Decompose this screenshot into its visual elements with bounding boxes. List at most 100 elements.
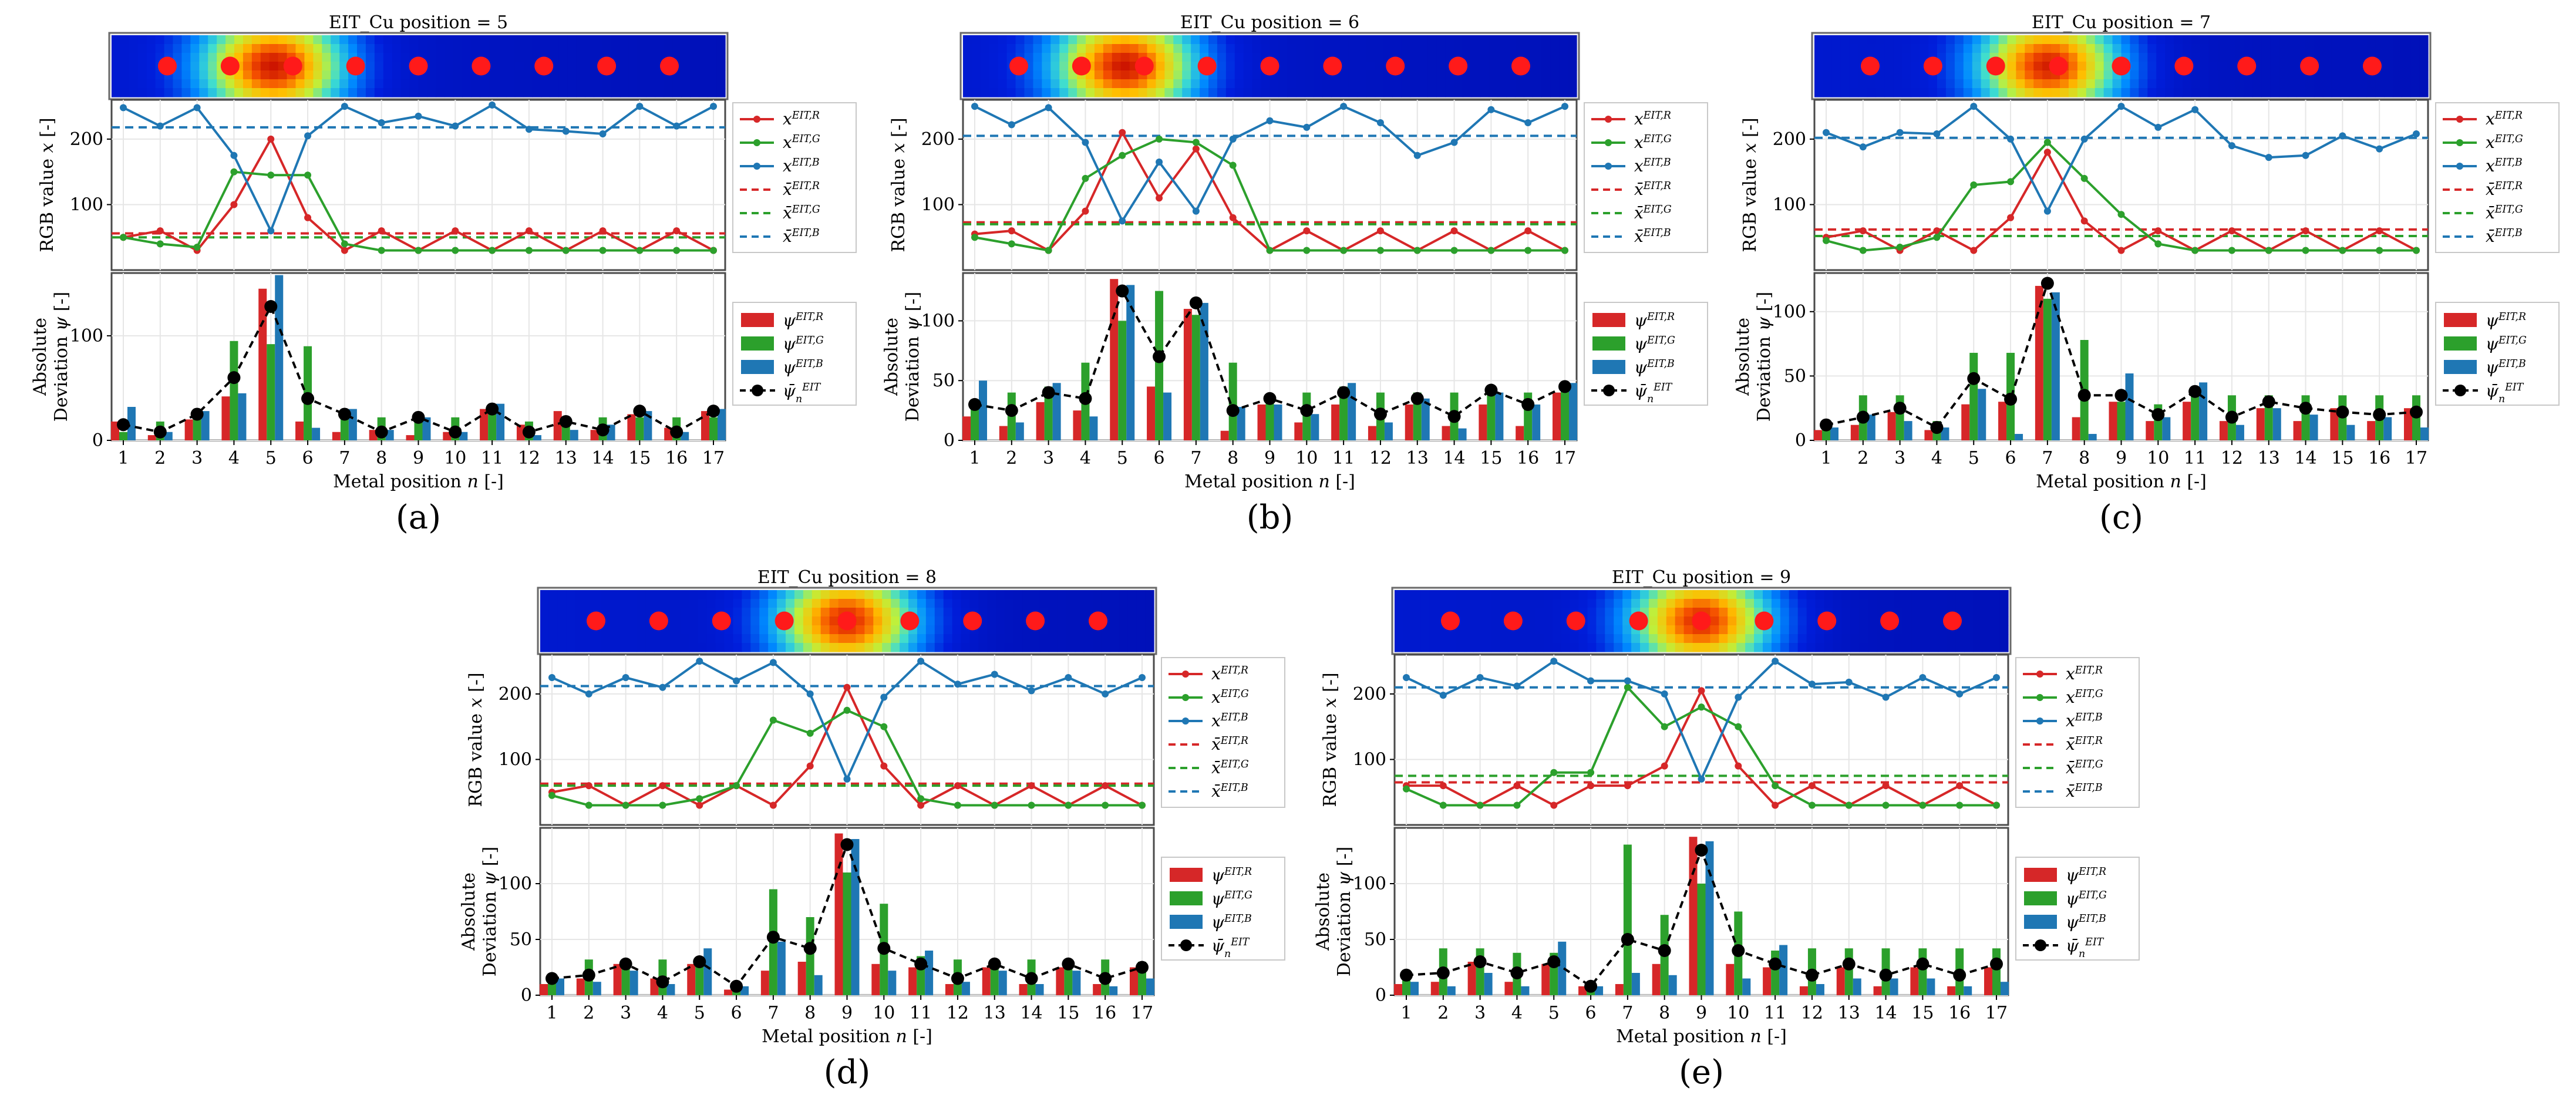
heatmap-cell bbox=[190, 35, 200, 45]
heatmap-cell bbox=[2060, 79, 2069, 89]
heatmap-cell bbox=[1937, 88, 1947, 97]
heatmap-cell bbox=[663, 599, 672, 608]
heatmap-cell bbox=[2322, 79, 2332, 89]
heatmap-cell bbox=[2305, 35, 2315, 45]
heatmap-cell bbox=[1015, 35, 1025, 45]
heatmap-cell bbox=[646, 53, 656, 62]
bar-g bbox=[990, 962, 999, 995]
heatmap-cell bbox=[1911, 62, 1920, 71]
heatmap-cell bbox=[1850, 599, 1860, 608]
series-point bbox=[1919, 801, 1927, 809]
heatmap-cell bbox=[1911, 79, 1920, 89]
heatmap-cell bbox=[1973, 634, 1982, 644]
panel-title: EIT_Cu position = 8 bbox=[757, 567, 937, 588]
heatmap-cell bbox=[576, 44, 585, 53]
heatmap-cell bbox=[2349, 53, 2359, 62]
heatmap-cell bbox=[1173, 88, 1183, 97]
heatmap-cell bbox=[1182, 79, 1191, 89]
heatmap-cell bbox=[566, 599, 576, 608]
heatmap-cell bbox=[1314, 79, 1323, 89]
x-tick-label: 10 bbox=[444, 448, 466, 469]
heatmap-cell bbox=[2183, 79, 2192, 89]
top-y-axis-label: RGB value x [-] bbox=[888, 117, 909, 252]
series-point bbox=[1513, 682, 1521, 690]
heatmap-cell bbox=[1875, 70, 1885, 80]
bar-g bbox=[2117, 402, 2126, 440]
x-tick-label: 2 bbox=[1006, 448, 1017, 469]
legend-marker bbox=[2454, 385, 2466, 396]
heatmap-cell bbox=[1357, 79, 1367, 89]
heatmap-cell bbox=[759, 590, 769, 599]
heatmap-cell bbox=[1506, 88, 1516, 97]
x-tick-label: 10 bbox=[2147, 448, 2169, 469]
x-tick-label: 13 bbox=[555, 448, 577, 469]
heatmap-cell bbox=[963, 79, 972, 89]
heatmap-cell bbox=[225, 79, 235, 89]
heatmap-cell bbox=[1270, 44, 1279, 53]
heatmap-cell bbox=[803, 608, 813, 617]
heatmap-cell bbox=[2331, 35, 2341, 45]
heatmap-cell bbox=[637, 44, 647, 53]
heatmap-cell bbox=[1814, 70, 1824, 80]
heatmap-cell bbox=[1050, 79, 1060, 89]
label-var: ψ bbox=[1754, 316, 1774, 331]
heatmap-cell bbox=[2068, 35, 2078, 45]
heatmap-cell bbox=[1954, 44, 1964, 53]
heatmap-cell bbox=[295, 88, 305, 97]
series-point bbox=[1823, 129, 1830, 136]
heatmap-cell bbox=[2235, 35, 2245, 45]
heatmap-cell bbox=[1911, 53, 1920, 62]
heatmap-cell bbox=[557, 634, 567, 644]
heatmap-cell bbox=[1964, 625, 1974, 635]
heatmap-cell bbox=[506, 44, 516, 53]
heatmap-cell bbox=[1471, 53, 1481, 62]
top-ylabel-text: RGB value x [-] bbox=[466, 672, 486, 807]
heatmap-cell bbox=[1814, 44, 1824, 53]
legend-marker bbox=[1182, 717, 1189, 725]
heatmap-cell bbox=[322, 35, 331, 45]
heatmap-cell bbox=[1436, 35, 1446, 45]
x-tick-label: 11 bbox=[1764, 1003, 1786, 1023]
heatmap-cell bbox=[706, 590, 716, 599]
bar-g bbox=[1118, 321, 1127, 440]
metal-marker bbox=[1692, 611, 1711, 631]
heatmap-cell bbox=[838, 634, 848, 644]
bar-b bbox=[1200, 302, 1208, 440]
heatmap-cell bbox=[1410, 35, 1419, 45]
heatmap-cell bbox=[1410, 62, 1419, 71]
heatmap-cell bbox=[1596, 643, 1605, 652]
heatmap-cell bbox=[672, 88, 682, 97]
heatmap-cell bbox=[1305, 79, 1314, 89]
heatmap-cell bbox=[1666, 608, 1676, 617]
heatmap-cell bbox=[1403, 599, 1413, 608]
heatmap-cell bbox=[1736, 625, 1746, 635]
heatmap-cell bbox=[1972, 79, 1982, 89]
heatmap-cell bbox=[357, 88, 366, 97]
legend-var: x̄ bbox=[1634, 180, 1644, 199]
legend-label: ψEIT,R bbox=[1634, 311, 1675, 330]
heatmap-cell bbox=[1031, 643, 1040, 652]
heatmap-cell bbox=[1445, 44, 1454, 53]
heatmap-cell bbox=[768, 643, 777, 652]
label-var: ψ bbox=[903, 316, 923, 331]
heatmap-cell bbox=[699, 70, 708, 80]
heatmap-cell bbox=[1031, 590, 1040, 599]
heatmap-cell bbox=[1173, 35, 1183, 45]
bar-r bbox=[1056, 967, 1065, 995]
heatmap-cell bbox=[1806, 599, 1816, 608]
legend-frame bbox=[1584, 102, 1708, 253]
heatmap-cell bbox=[1278, 53, 1288, 62]
x-tick-label: 7 bbox=[1190, 448, 1201, 469]
legend-swatch bbox=[1170, 891, 1203, 905]
heatmap-cell bbox=[655, 79, 665, 89]
heatmap-cell bbox=[1559, 35, 1568, 45]
heatmap-cell bbox=[1692, 590, 1702, 599]
heatmap-cell bbox=[1039, 625, 1049, 635]
mean-deviation-point bbox=[1447, 410, 1461, 423]
heatmap-cell bbox=[1614, 590, 1623, 599]
bar-r bbox=[1479, 404, 1487, 440]
heatmap-cell bbox=[2270, 62, 2279, 71]
bar-b bbox=[666, 984, 675, 995]
heatmap-cell bbox=[989, 88, 999, 97]
